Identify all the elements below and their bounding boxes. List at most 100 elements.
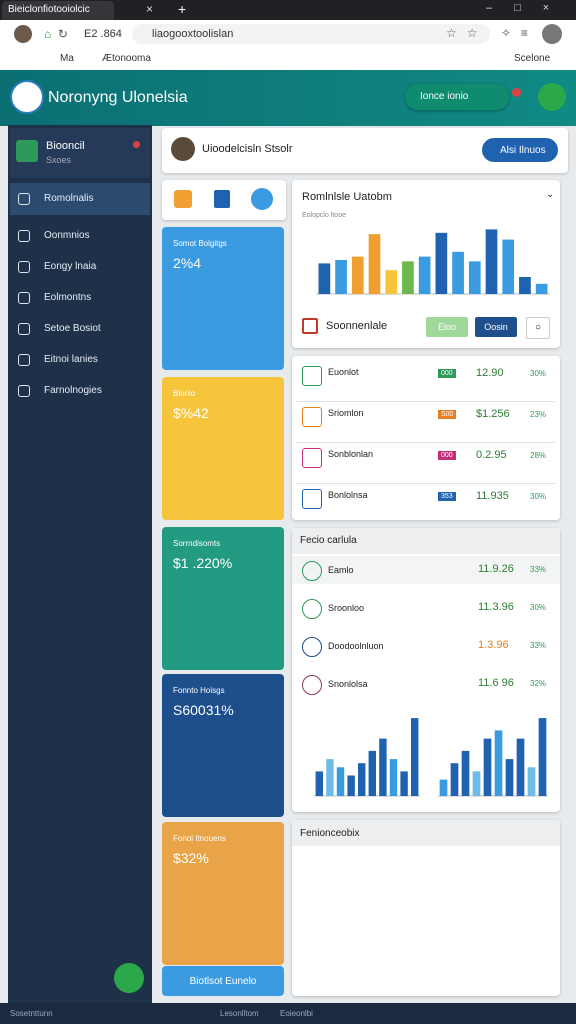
nav-item[interactable]: Oonmnios bbox=[44, 230, 90, 241]
row-value: 11.9.26 bbox=[478, 563, 514, 575]
apply-button[interactable] bbox=[475, 317, 517, 337]
row-value: 11.6 96 bbox=[478, 677, 514, 689]
mini-chart bbox=[314, 718, 420, 797]
toolbar-icons[interactable]: ☆☆ ✧≡ bbox=[446, 26, 538, 40]
nav-icons[interactable]: ⌂ ↻ bbox=[44, 27, 68, 41]
row-badge: 353 bbox=[438, 492, 456, 501]
bar bbox=[472, 771, 481, 796]
tile[interactable] bbox=[162, 377, 284, 520]
tile[interactable] bbox=[162, 822, 284, 965]
profile-icon[interactable] bbox=[542, 24, 562, 44]
tile[interactable] bbox=[162, 227, 284, 370]
nav-item[interactable]: Romolnalis bbox=[44, 193, 94, 204]
mini-chart bbox=[438, 718, 548, 797]
bar bbox=[439, 779, 448, 796]
url: liaogooxtoolislan bbox=[152, 28, 234, 40]
section2-card bbox=[292, 820, 560, 996]
app-title: Noronyng Ulonelsia bbox=[48, 89, 188, 106]
fab[interactable] bbox=[114, 963, 144, 993]
bar bbox=[368, 234, 381, 294]
dropdown-icon[interactable]: ⌄ bbox=[546, 189, 555, 200]
home-icon[interactable] bbox=[174, 190, 192, 208]
row-value: 12.90 bbox=[476, 367, 504, 379]
top-button[interactable] bbox=[482, 138, 558, 162]
filter-button[interactable] bbox=[426, 317, 468, 337]
bar bbox=[468, 261, 481, 294]
nav-active[interactable] bbox=[10, 183, 150, 215]
apply-button-label: Oosin bbox=[484, 322, 508, 332]
row-label[interactable]: Doodoolnluon bbox=[328, 641, 384, 651]
bar bbox=[461, 750, 470, 796]
row-pct: 33% bbox=[530, 641, 547, 650]
tiles-button[interactable] bbox=[162, 966, 284, 996]
section-title: Fecio carlula bbox=[300, 535, 357, 546]
bookmarks-bar bbox=[0, 48, 576, 71]
bar bbox=[400, 771, 408, 796]
top-title: Uioodelcisln Stsolr bbox=[202, 143, 293, 155]
nav-item[interactable]: Eongy lnaia bbox=[44, 261, 97, 272]
bar bbox=[379, 738, 387, 796]
bar bbox=[485, 229, 498, 294]
row-highlight bbox=[292, 556, 560, 584]
bar bbox=[418, 256, 431, 294]
tool-icon[interactable] bbox=[214, 190, 230, 208]
nav-icon bbox=[18, 230, 30, 242]
nav-item[interactable]: Farnolnogies bbox=[44, 385, 102, 396]
row-icon bbox=[302, 407, 322, 427]
header-action[interactable] bbox=[538, 83, 566, 111]
more-button[interactable]: ○ bbox=[526, 317, 550, 339]
new-tab-icon[interactable]: + bbox=[178, 1, 187, 17]
bar bbox=[357, 763, 366, 796]
tile-value: $32% bbox=[173, 850, 209, 866]
address-left: E2 .864 bbox=[84, 28, 122, 40]
bar bbox=[410, 718, 419, 796]
divider bbox=[296, 401, 556, 402]
bar bbox=[318, 263, 331, 294]
row-label[interactable]: Sriomlon bbox=[328, 408, 364, 418]
close-icon[interactable]: × bbox=[146, 2, 154, 16]
bar bbox=[315, 771, 324, 796]
nav-item[interactable]: Eitnoi lanies bbox=[44, 354, 98, 365]
edit-icon[interactable] bbox=[251, 188, 273, 210]
nav-icon bbox=[18, 354, 30, 366]
overview-title: Romlnlsle Uatobm bbox=[302, 191, 392, 203]
bar bbox=[516, 738, 525, 796]
row-icon bbox=[302, 675, 322, 695]
row-pct: 30% bbox=[530, 369, 547, 378]
section-header bbox=[292, 528, 560, 554]
header-button[interactable] bbox=[405, 84, 509, 110]
bar bbox=[535, 283, 548, 294]
tile[interactable] bbox=[162, 674, 284, 817]
row-label[interactable]: Snonlolsa bbox=[328, 679, 368, 689]
footer-text: Eoieonlbi bbox=[280, 1009, 313, 1018]
row-label[interactable]: Euonlot bbox=[328, 367, 359, 377]
nav-item[interactable]: Eolmontns bbox=[44, 292, 92, 303]
row-label[interactable]: Sonblonlan bbox=[328, 449, 374, 459]
row-badge: 000 bbox=[438, 451, 456, 460]
row-value: 11.3.96 bbox=[478, 601, 514, 613]
bookmark[interactable]: Ætonooma bbox=[102, 53, 151, 64]
bar bbox=[351, 256, 364, 294]
nav-item[interactable]: Setoe Bosiot bbox=[44, 323, 101, 334]
bar bbox=[326, 759, 334, 796]
url-field[interactable] bbox=[132, 24, 490, 44]
row-value: $1.256 bbox=[476, 408, 510, 420]
bar bbox=[483, 738, 492, 796]
profile-name: Biooncil bbox=[46, 140, 85, 152]
bookmark[interactable]: Ma bbox=[60, 53, 74, 64]
bar bbox=[502, 239, 515, 294]
window-controls[interactable]: –□× bbox=[486, 2, 572, 14]
tab[interactable] bbox=[2, 1, 114, 20]
tile[interactable] bbox=[162, 527, 284, 670]
header-button-label: Ionce ionio bbox=[420, 91, 469, 102]
row-label[interactable]: Bonlolnsa bbox=[328, 490, 368, 500]
status-dot bbox=[133, 141, 140, 148]
bar bbox=[527, 767, 536, 796]
bookmark[interactable]: Scelone bbox=[514, 53, 551, 64]
list-card bbox=[292, 356, 560, 520]
row-label[interactable]: Eamlo bbox=[328, 565, 354, 575]
tile-value: $%42 bbox=[173, 405, 209, 421]
row-label[interactable]: Sroonloo bbox=[328, 603, 365, 613]
filter-button-label: Eloo bbox=[437, 322, 456, 332]
nav-icon bbox=[18, 385, 30, 397]
